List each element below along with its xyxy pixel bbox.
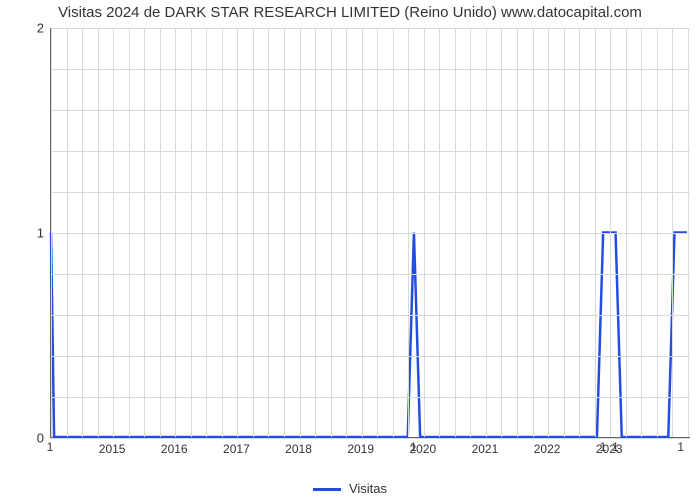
- point-label: 1: [410, 440, 417, 454]
- legend: Visitas: [0, 481, 700, 496]
- x-tick-label: 2016: [161, 442, 188, 456]
- x-tick-label: 2022: [534, 442, 561, 456]
- x-tick-label: 2018: [285, 442, 312, 456]
- y-tick-label: 1: [4, 226, 44, 241]
- gridline-horizontal: [51, 69, 690, 70]
- gridline-horizontal: [51, 28, 690, 29]
- legend-label: Visitas: [349, 481, 387, 496]
- gridline-horizontal: [51, 356, 690, 357]
- x-tick-label: 2017: [223, 442, 250, 456]
- x-tick-label: 2021: [472, 442, 499, 456]
- y-tick-label: 2: [4, 21, 44, 36]
- point-label: 1: [612, 440, 619, 454]
- legend-swatch: [313, 488, 341, 491]
- point-label: 1: [677, 440, 684, 454]
- gridline-horizontal: [51, 397, 690, 398]
- x-tick-label: 2019: [347, 442, 374, 456]
- gridline-horizontal: [51, 192, 690, 193]
- gridline-horizontal: [51, 151, 690, 152]
- visitas-line: [51, 233, 687, 438]
- plot-area: [50, 28, 690, 438]
- gridline-horizontal: [51, 315, 690, 316]
- point-label: 1: [600, 440, 607, 454]
- gridline-horizontal: [51, 233, 690, 234]
- gridline-horizontal: [51, 274, 690, 275]
- point-label: 1: [47, 440, 54, 454]
- gridline-horizontal: [51, 438, 690, 439]
- y-tick-label: 0: [4, 431, 44, 446]
- chart-title: Visitas 2024 de DARK STAR RESEARCH LIMIT…: [0, 4, 700, 21]
- x-tick-label: 2015: [99, 442, 126, 456]
- gridline-horizontal: [51, 110, 690, 111]
